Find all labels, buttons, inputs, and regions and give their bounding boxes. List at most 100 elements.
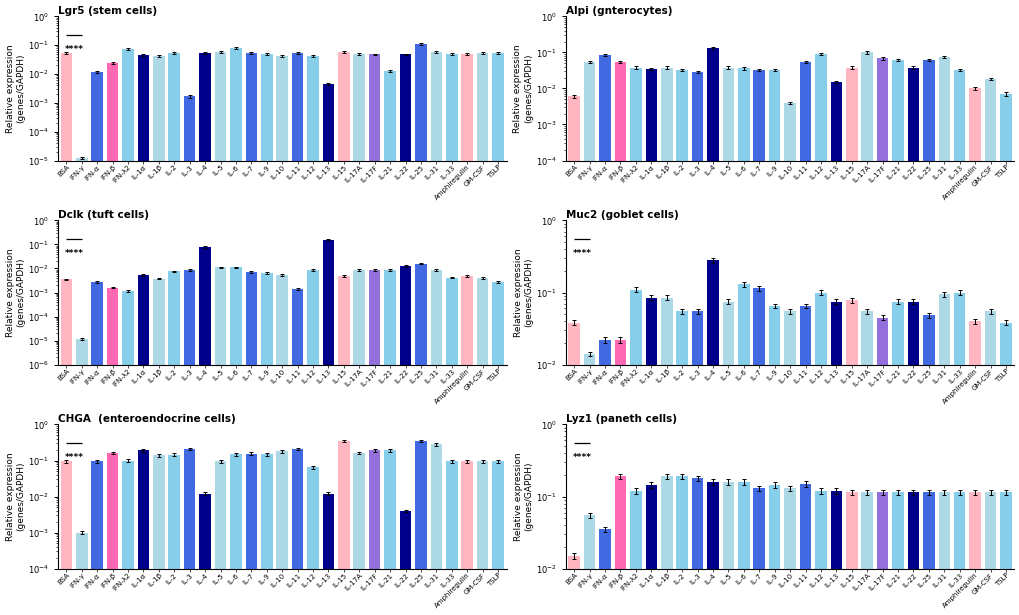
- Bar: [337, 52, 350, 615]
- Bar: [660, 477, 672, 615]
- Bar: [738, 68, 749, 615]
- Bar: [845, 68, 857, 615]
- Bar: [153, 455, 164, 615]
- Bar: [199, 53, 211, 615]
- Bar: [492, 54, 503, 615]
- Bar: [876, 317, 888, 615]
- Text: ****: ****: [64, 453, 84, 462]
- Bar: [75, 158, 88, 615]
- Bar: [753, 488, 764, 615]
- Bar: [691, 478, 703, 615]
- Bar: [230, 47, 242, 615]
- Bar: [122, 49, 133, 615]
- Bar: [814, 491, 826, 615]
- Bar: [215, 461, 226, 615]
- Bar: [430, 52, 441, 615]
- Bar: [738, 482, 749, 615]
- Text: Dclk (tuft cells): Dclk (tuft cells): [58, 210, 149, 220]
- Bar: [691, 73, 703, 615]
- Bar: [291, 53, 303, 615]
- Bar: [337, 441, 350, 615]
- Bar: [476, 54, 488, 615]
- Bar: [645, 485, 656, 615]
- Bar: [907, 68, 918, 615]
- Bar: [845, 492, 857, 615]
- Y-axis label: Relative expression
(genes/GAPDH): Relative expression (genes/GAPDH): [514, 248, 533, 337]
- Bar: [215, 268, 226, 615]
- Bar: [568, 323, 580, 615]
- Bar: [768, 485, 780, 615]
- Bar: [92, 282, 103, 615]
- Bar: [721, 301, 734, 615]
- Bar: [968, 492, 980, 615]
- Text: Alpi (gnterocytes): Alpi (gnterocytes): [566, 6, 672, 15]
- Bar: [937, 492, 949, 615]
- Bar: [307, 467, 319, 615]
- Bar: [568, 556, 580, 615]
- Bar: [75, 339, 88, 615]
- Bar: [138, 55, 149, 615]
- Bar: [461, 54, 473, 615]
- Bar: [706, 482, 718, 615]
- Bar: [814, 293, 826, 615]
- Bar: [660, 298, 672, 615]
- Bar: [291, 449, 303, 615]
- Bar: [953, 293, 965, 615]
- Bar: [922, 60, 933, 615]
- Bar: [829, 82, 842, 615]
- Bar: [322, 84, 334, 615]
- Bar: [784, 311, 795, 615]
- Bar: [953, 69, 965, 615]
- Bar: [399, 54, 411, 615]
- Text: ****: ****: [64, 249, 84, 258]
- Bar: [721, 68, 734, 615]
- Bar: [922, 492, 933, 615]
- Text: Lyz1 (paneth cells): Lyz1 (paneth cells): [566, 414, 676, 424]
- Bar: [153, 279, 164, 615]
- Bar: [168, 53, 180, 615]
- Bar: [1000, 323, 1011, 615]
- Bar: [168, 454, 180, 615]
- Bar: [445, 54, 458, 615]
- Bar: [861, 311, 872, 615]
- Bar: [492, 461, 503, 615]
- Bar: [199, 494, 211, 615]
- Bar: [369, 54, 380, 615]
- Bar: [892, 492, 903, 615]
- Bar: [784, 103, 795, 615]
- Bar: [307, 56, 319, 615]
- Bar: [461, 461, 473, 615]
- Bar: [276, 56, 287, 615]
- Bar: [706, 48, 718, 615]
- Bar: [215, 52, 226, 615]
- Bar: [799, 62, 810, 615]
- Bar: [568, 97, 580, 615]
- Bar: [60, 461, 72, 615]
- Bar: [814, 54, 826, 615]
- Bar: [753, 69, 764, 615]
- Bar: [107, 453, 118, 615]
- Bar: [799, 484, 810, 615]
- Bar: [399, 266, 411, 615]
- Bar: [1000, 94, 1011, 615]
- Bar: [122, 461, 133, 615]
- Bar: [706, 260, 718, 615]
- Bar: [476, 461, 488, 615]
- Text: ****: ****: [572, 249, 591, 258]
- Bar: [92, 72, 103, 615]
- Bar: [968, 89, 980, 615]
- Bar: [246, 272, 257, 615]
- Bar: [369, 450, 380, 615]
- Bar: [291, 289, 303, 615]
- Bar: [261, 454, 272, 615]
- Bar: [430, 445, 441, 615]
- Bar: [829, 301, 842, 615]
- Bar: [1000, 492, 1011, 615]
- Bar: [107, 288, 118, 615]
- Bar: [337, 276, 350, 615]
- Bar: [676, 311, 687, 615]
- Bar: [246, 53, 257, 615]
- Bar: [354, 54, 365, 615]
- Bar: [583, 515, 595, 615]
- Y-axis label: Relative expression
(genes/GAPDH): Relative expression (genes/GAPDH): [513, 44, 532, 133]
